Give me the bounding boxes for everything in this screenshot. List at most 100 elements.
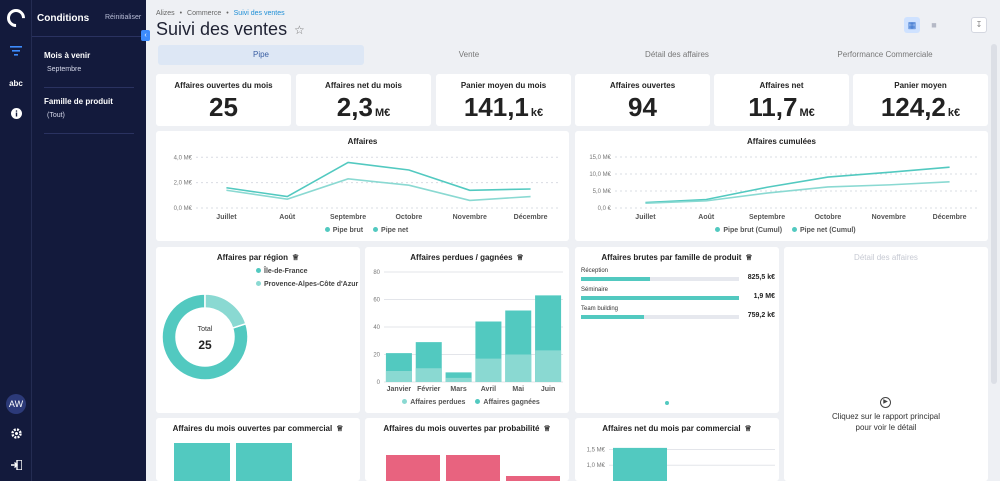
nav-rail: abc AW [0, 0, 32, 481]
bar-label: Séminaire [581, 287, 609, 293]
pager-dot[interactable] [665, 401, 669, 405]
chart-perdues: 0 20 40 60 80 Janvier Février Mars Avril Mai Juin [373, 270, 563, 393]
legend-dot [373, 227, 379, 232]
kpi-card[interactable]: Panier moyen 124,2 k€ [853, 74, 988, 126]
bar [613, 447, 667, 481]
series-line [226, 178, 531, 202]
collapse-panel-button[interactable]: ‹ [141, 30, 150, 41]
reset-button[interactable]: Réinitialiser [105, 14, 142, 21]
donut-total-value: 25 [198, 338, 212, 352]
grid-view-button[interactable]: ▦ [904, 17, 920, 33]
y-tick-label: 20 [373, 353, 380, 359]
chart-title: Affaires du mois ouvertes par probabilit… [365, 424, 569, 433]
detail-hint: pour voir le détail [855, 423, 917, 432]
breadcrumb: Alizes • Commerce • Suivi des ventes [156, 10, 285, 17]
bar-track [581, 296, 739, 300]
filter-value-family[interactable]: (Tout) [47, 112, 65, 119]
list-view-button[interactable]: ■ [931, 20, 937, 30]
bar[interactable] [446, 455, 500, 481]
series-line [226, 161, 531, 198]
legend-label[interactable]: Pipe brut (Cumul) [723, 227, 783, 234]
kpi-card[interactable]: Affaires ouvertes 94 [575, 74, 710, 126]
legend-dot [402, 399, 408, 404]
chart-title: Affaires perdues / gagnées ♕ [365, 253, 569, 262]
divider [44, 133, 134, 134]
gear-icon[interactable] [0, 428, 32, 442]
breadcrumb-item[interactable]: Commerce [187, 10, 222, 17]
chart-affaires-card[interactable]: Affaires 0,0 M€ 2,0 M€ 4,0 M€ Juillet Août Se… [156, 131, 569, 241]
x-tick-label: Novembre [872, 214, 906, 221]
chart-legend: Pipe brut (Cumul) Pipe net (Cumul) [575, 227, 988, 234]
breadcrumb-item[interactable]: Alizes [156, 10, 175, 17]
legend-item[interactable]: Île-de-France [256, 268, 308, 275]
tab-detail[interactable]: Détail des affaires [645, 50, 709, 59]
kpi-label: Panier moyen du mois [460, 81, 547, 90]
filter-value-month[interactable]: Septembre [47, 66, 82, 73]
info-icon[interactable] [0, 108, 32, 122]
chart-bottom1-card[interactable]: Affaires du mois ouvertes par commercial… [156, 418, 360, 481]
series-line [645, 181, 950, 205]
legend-label[interactable]: Affaires perdues [410, 399, 466, 406]
chart-cumulees-card[interactable]: Affaires cumulées 0,0 € 5,0 M€ 10,0 M€ 15,0… [575, 131, 988, 241]
x-tick-label: Août [698, 214, 715, 221]
bar-row[interactable]: Team building 759,2 k€ [581, 306, 775, 319]
star-icon[interactable]: ☆ [294, 23, 305, 37]
cursor-icon: ▶ [880, 397, 891, 408]
x-tick-label: Janvier [387, 386, 412, 393]
legend-dot [715, 227, 721, 232]
chart-famille-card[interactable]: Affaires brutes par famille de produit ♕ … [575, 247, 779, 413]
app-logo-icon[interactable] [3, 5, 29, 31]
filter-icon[interactable] [0, 46, 32, 59]
bar[interactable] [506, 476, 560, 481]
kpi-card[interactable]: Affaires net du mois 2,3 M€ [296, 74, 431, 126]
tab-performance[interactable]: Performance Commerciale [837, 50, 933, 59]
legend-label[interactable]: Affaires gagnées [483, 399, 540, 406]
legend-label[interactable]: Pipe net [381, 227, 409, 234]
divider [32, 36, 146, 37]
scrollbar[interactable] [991, 44, 997, 384]
bar [505, 354, 532, 382]
logout-icon[interactable] [0, 459, 32, 473]
legend-dot [792, 227, 798, 232]
bar-fill [581, 315, 645, 319]
bar-label: Team building [581, 306, 619, 312]
kpi-card[interactable]: Affaires ouvertes du mois 25 [156, 74, 291, 126]
conditions-panel: Conditions Réinitialiser ‹ Mois à venir … [32, 0, 150, 481]
legend-item[interactable]: Provence-Alpes-Côte d'Azur [256, 281, 358, 288]
tab-pipe[interactable]: Pipe [158, 45, 364, 65]
bar-track [581, 315, 739, 319]
bar-row[interactable]: Réception 825,5 k€ [581, 268, 775, 281]
abc-icon[interactable]: abc [9, 79, 23, 88]
bar-row[interactable]: Séminaire 1,9 M€ [581, 287, 775, 300]
bar-fill [581, 277, 650, 281]
detail-affaires-card[interactable]: Détail des affaires ▶ Cliquez sur le rap… [784, 247, 988, 481]
x-tick-label: Avril [481, 386, 496, 393]
chart-bottom2-card[interactable]: Affaires du mois ouvertes par probabilit… [365, 418, 569, 481]
chart-bottom3-card[interactable]: Affaires net du mois par commercial ♕ 1,0… [575, 418, 779, 481]
download-icon[interactable]: ↧ [971, 17, 987, 33]
chart-perdues-card[interactable]: Affaires perdues / gagnées ♕ 0 20 40 60 80 Jan… [365, 247, 569, 413]
bar[interactable] [236, 443, 292, 481]
donut-total-label: Total [197, 326, 213, 333]
divider [44, 87, 134, 88]
avatar[interactable]: AW [6, 394, 26, 414]
kpi-value: 124,2 k€ [853, 92, 988, 123]
legend-label: Provence-Alpes-Côte d'Azur [264, 281, 359, 288]
y-tick-label: 2,0 M€ [174, 181, 193, 187]
kpi-card[interactable]: Panier moyen du mois 141,1 k€ [436, 74, 571, 126]
x-tick-label: Septembre [749, 214, 785, 221]
chart-region-card[interactable]: Affaires par région ♕ Île-de-France Prove… [156, 247, 360, 413]
legend-label[interactable]: Pipe brut [332, 227, 364, 234]
legend-dot [324, 227, 330, 232]
filter-label-month: Mois à venir [44, 51, 91, 60]
legend-label[interactable]: Pipe net (Cumul) [800, 227, 856, 234]
kpi-value: 141,1 k€ [436, 92, 571, 123]
x-tick-label: Décembre [933, 214, 967, 221]
bar[interactable] [174, 443, 230, 481]
y-tick-label: 4,0 M€ [174, 155, 193, 161]
chart-title-text: Affaires du mois ouvertes par probabilit… [383, 424, 540, 433]
bar[interactable] [386, 455, 440, 481]
crown-icon: ♕ [744, 424, 752, 433]
kpi-card[interactable]: Affaires net 11,7 M€ [714, 74, 849, 126]
tab-vente[interactable]: Vente [458, 50, 480, 59]
